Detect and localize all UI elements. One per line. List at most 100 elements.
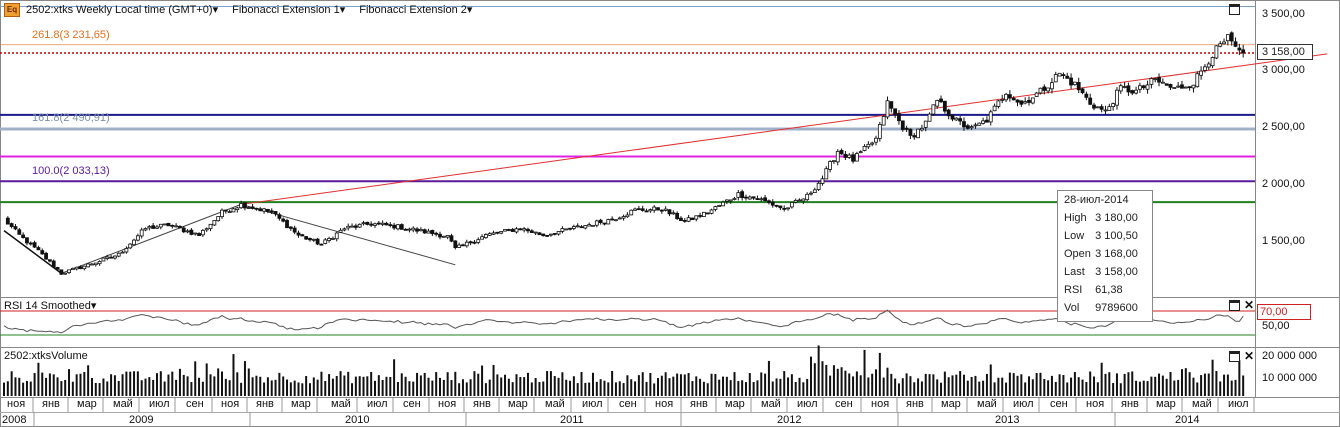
volume-bar [144, 378, 147, 396]
volume-bar [886, 367, 889, 396]
candle-body [204, 228, 209, 231]
candle-body [453, 240, 458, 249]
study1-dropdown[interactable]: Fibonacci Extension 1▾ [232, 3, 345, 16]
tooltip-key: Low [1064, 230, 1085, 242]
volume-bar [829, 375, 832, 396]
volume-bar [442, 379, 445, 396]
maximize-volume-icon[interactable] [1229, 351, 1240, 362]
candle-body [747, 196, 752, 200]
volume-bar [301, 383, 304, 396]
candle-body [1107, 106, 1112, 111]
volume-bar [664, 372, 667, 396]
candle-body [514, 228, 519, 233]
volume-bar [1077, 377, 1080, 396]
candle-body [862, 146, 867, 151]
candle-body [1069, 77, 1073, 86]
close-volume-icon[interactable]: ✕ [1244, 349, 1255, 363]
volume-bar [1081, 379, 1084, 396]
volume-bar [932, 374, 935, 396]
volume-bar [798, 377, 801, 396]
volume-bar [385, 376, 388, 396]
volume-bar [255, 375, 258, 396]
volume-bar [335, 376, 338, 396]
candle-body [897, 113, 901, 122]
volume-bar [496, 374, 499, 396]
equity-badge-icon[interactable]: Eq [4, 3, 20, 17]
volume-bar [588, 382, 591, 396]
candle-body [438, 233, 442, 238]
tooltip-key: High [1064, 212, 1087, 224]
volume-bar [534, 378, 537, 396]
tooltip-row-open: Open 3 168,00 [1058, 245, 1152, 263]
volume-bar [1058, 374, 1061, 396]
candle-body [55, 266, 60, 270]
volume-bar [328, 374, 331, 396]
volume-bar [1230, 380, 1233, 396]
candle-body [1172, 87, 1177, 90]
tooltip-value: 61,38 [1095, 284, 1123, 296]
volume-bar [339, 371, 342, 396]
symbol-title-dropdown[interactable]: 2502:xtks Weekly Local time (GMT+0)▾ [26, 3, 218, 16]
close-rsi-icon[interactable]: ✕ [1244, 298, 1255, 312]
volume-bar [764, 373, 767, 396]
volume-bar [702, 381, 705, 396]
tooltip-date: 28-июл-2014 [1064, 194, 1129, 206]
volume-bar [859, 375, 862, 396]
candle-body [851, 154, 855, 162]
volume-bar [52, 374, 55, 396]
month-tick-label: ноя [7, 398, 26, 410]
candle-body [1057, 72, 1062, 77]
volume-bar [928, 374, 931, 396]
candle-body [1118, 85, 1123, 92]
volume-bar [1001, 377, 1004, 396]
candle-body [239, 203, 244, 209]
volume-bar [767, 360, 770, 396]
candle-body [996, 100, 1001, 107]
tooltip-key: Last [1064, 266, 1085, 278]
study2-dropdown[interactable]: Fibonacci Extension 2▾ [359, 3, 472, 16]
candle-body [594, 220, 599, 226]
month-tick-label: мар [77, 398, 97, 410]
candle-body [575, 225, 580, 228]
candle-body [216, 216, 221, 222]
candle-body [331, 238, 335, 240]
volume-bar [737, 381, 740, 396]
volume-bar [653, 383, 656, 396]
candle-body [537, 232, 542, 236]
volume-bar [247, 368, 250, 396]
volume-bar [102, 378, 105, 396]
tooltip-key: Open [1064, 248, 1091, 260]
tooltip-value: 3 158,00 [1095, 266, 1138, 278]
candle-body [908, 128, 913, 136]
volume-bar [18, 377, 21, 396]
maximize-pane-icon[interactable] [1229, 4, 1240, 15]
volume-bar [1024, 382, 1027, 396]
candle-body [1023, 101, 1028, 104]
maximize-rsi-icon[interactable] [1229, 300, 1240, 311]
candle-body [962, 121, 966, 128]
candle-body [434, 232, 439, 235]
candle-body [583, 225, 588, 229]
candle-body [124, 248, 129, 253]
candle-body [21, 234, 26, 238]
volume-bar [622, 383, 625, 396]
candle-body [231, 208, 236, 213]
volume-bar [1207, 373, 1210, 396]
volume-bar [198, 377, 201, 396]
candle-body [881, 116, 886, 126]
volume-bar [1215, 371, 1218, 396]
candle-body [265, 208, 270, 212]
volume-bar [389, 377, 392, 396]
chevron-down-icon: ▾ [466, 4, 473, 16]
volume-bar [1096, 382, 1099, 396]
volume-bar [974, 375, 977, 396]
volume-bar [611, 370, 614, 396]
candle-body [151, 225, 156, 229]
candle-body [767, 200, 771, 203]
rsi-pane-title[interactable]: RSI 14 Smoothed▾ [4, 299, 96, 312]
candle-body [789, 202, 794, 208]
month-tick-label: сен [619, 398, 637, 410]
candle-body [380, 222, 385, 225]
year-tick-label: 2008 [2, 414, 27, 426]
